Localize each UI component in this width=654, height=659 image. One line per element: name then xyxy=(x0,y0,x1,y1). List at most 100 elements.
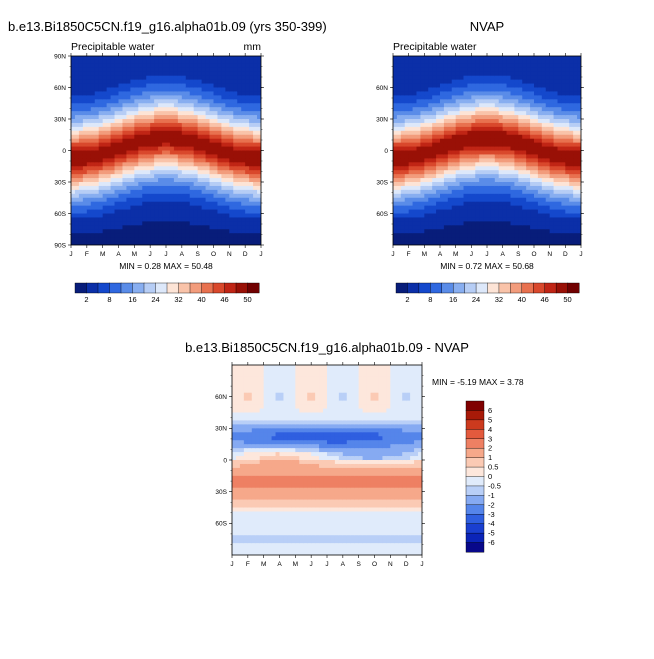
contour-cell xyxy=(522,60,527,65)
contour-cell xyxy=(393,210,398,215)
contour-cell xyxy=(249,194,254,199)
contour-cell xyxy=(194,194,199,199)
contour-cell xyxy=(206,139,211,144)
contour-cell xyxy=(511,95,516,100)
contour-cell xyxy=(99,127,104,132)
contour-cell xyxy=(126,76,131,81)
contour-cell xyxy=(249,229,254,234)
contour-cell xyxy=(221,131,226,136)
contour-cell xyxy=(87,80,92,85)
contour-cell xyxy=(190,194,195,199)
contour-cell xyxy=(471,178,476,183)
contour-cell xyxy=(495,198,500,203)
contour-cell xyxy=(83,225,88,230)
contour-cell xyxy=(538,84,543,89)
contour-cell xyxy=(569,84,574,89)
contour-cell xyxy=(393,99,398,104)
contour-cell xyxy=(393,60,398,65)
contour-cell xyxy=(182,131,187,136)
contour-cell xyxy=(550,154,555,159)
contour-cell xyxy=(534,60,539,65)
contour-cell xyxy=(475,60,480,65)
contour-cell xyxy=(526,111,531,116)
contour-cell xyxy=(206,95,211,100)
contour-cell xyxy=(95,170,100,175)
contour-cell xyxy=(514,115,519,120)
contour-cell xyxy=(401,68,406,73)
contour-cell xyxy=(83,72,88,77)
contour-cell xyxy=(107,182,112,187)
contour-cell xyxy=(436,170,441,175)
contour-cell xyxy=(158,229,163,234)
contour-cell xyxy=(79,206,84,211)
contour-cell xyxy=(229,229,234,234)
contour-cell xyxy=(475,95,480,100)
contour-cell xyxy=(221,84,226,89)
contour-cell xyxy=(115,64,120,69)
contour-cell xyxy=(479,225,484,230)
contour-cell xyxy=(440,178,445,183)
contour-cell xyxy=(518,107,523,112)
contour-cell xyxy=(232,365,237,370)
contour-cell xyxy=(217,76,222,81)
contour-cell xyxy=(569,80,574,85)
contour-cell xyxy=(95,111,100,116)
contour-cell xyxy=(245,214,250,219)
contour-cell xyxy=(499,68,504,73)
contour-cell xyxy=(511,225,516,230)
contour-cell xyxy=(413,127,418,132)
contour-cell xyxy=(214,88,219,93)
contour-cell xyxy=(452,111,457,116)
contour-cell xyxy=(413,84,418,89)
contour-cell xyxy=(99,123,104,128)
contour-cell xyxy=(249,210,254,215)
contour-cell xyxy=(565,64,570,69)
contour-cell xyxy=(158,221,163,226)
contour-cell xyxy=(221,237,226,242)
contour-cell xyxy=(253,190,258,195)
contour-cell xyxy=(241,217,246,222)
contour-cell xyxy=(166,221,171,226)
contour-cell xyxy=(526,170,531,175)
contour-cell xyxy=(507,154,512,159)
contour-cell xyxy=(444,123,449,128)
contour-cell xyxy=(573,99,578,104)
contour-cell xyxy=(99,237,104,242)
contour-cell xyxy=(507,158,512,163)
contour-cell xyxy=(162,119,167,124)
contour-cell xyxy=(210,182,215,187)
contour-cell xyxy=(420,64,425,69)
contour-cell xyxy=(194,225,199,230)
contour-cell xyxy=(170,147,175,152)
contour-cell xyxy=(253,88,258,93)
contour-cell xyxy=(174,64,179,69)
contour-cell xyxy=(202,80,207,85)
contour-cell xyxy=(522,139,527,144)
contour-cell xyxy=(217,143,222,148)
contour-cell xyxy=(436,135,441,140)
contour-cell xyxy=(393,111,398,116)
contour-cell xyxy=(229,91,234,96)
contour-cell xyxy=(150,135,155,140)
contour-cell xyxy=(444,143,449,148)
contour-cell xyxy=(499,88,504,93)
contour-cell xyxy=(107,147,112,152)
contour-cell xyxy=(409,80,414,85)
contour-cell xyxy=(126,174,131,179)
contour-cell xyxy=(166,166,171,171)
contour-cell xyxy=(232,452,237,457)
contour-cell xyxy=(249,206,254,211)
contour-cell xyxy=(405,127,410,132)
contour-cell xyxy=(530,217,535,222)
contour-cell xyxy=(249,217,254,222)
contour-cell xyxy=(558,158,563,163)
contour-cell xyxy=(542,221,547,226)
contour-cell xyxy=(550,182,555,187)
contour-cell xyxy=(170,99,175,104)
contour-cell xyxy=(479,221,484,226)
contour-cell xyxy=(561,147,566,152)
contour-cell xyxy=(225,60,230,65)
contour-cell xyxy=(202,95,207,100)
contour-cell xyxy=(182,115,187,120)
contour-cell xyxy=(393,76,398,81)
